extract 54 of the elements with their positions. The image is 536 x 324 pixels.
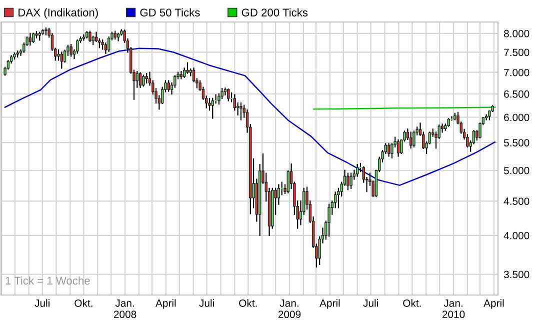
legend-label: GD 200 Ticks	[242, 8, 308, 16]
candlestick	[396, 139, 400, 157]
candlestick	[208, 98, 211, 111]
candlestick	[70, 44, 72, 57]
y-tick-label: 7.000	[504, 68, 530, 76]
y-tick-label: 5.500	[504, 139, 530, 146]
x-tick-label: Juli	[199, 299, 214, 307]
x-tick-label: Jan. 2009	[278, 300, 301, 318]
y-tick-label: 6.000	[504, 114, 530, 122]
y-tick-label: 4.500	[504, 198, 530, 205]
y-tick-label: 3.500	[504, 270, 530, 278]
y-tick-label: 8.000	[504, 30, 530, 38]
y-tick-label: 4.000	[504, 232, 530, 240]
x-tick-label: April	[320, 299, 340, 309]
candlestick	[328, 204, 330, 237]
annotation: 1 Tick = 1 Woche	[6, 276, 90, 285]
y-tick-label: 6.500	[504, 90, 530, 98]
candlestick	[224, 88, 227, 96]
candlestick	[88, 30, 92, 42]
candlestick	[412, 130, 416, 148]
candlestick	[186, 62, 189, 74]
candlestick	[57, 49, 60, 61]
candlestick	[240, 102, 242, 120]
candlestick	[346, 172, 350, 190]
candlestick	[180, 70, 183, 80]
candlestick	[138, 72, 142, 88]
x-tick-label: Okt.	[403, 299, 421, 307]
y-tick-label: 7.500	[504, 48, 530, 56]
x-tick-label: April	[484, 299, 504, 309]
candlestick	[101, 40, 104, 50]
candlestick	[145, 73, 148, 84]
x-tick-label: Jan. 2008	[114, 300, 136, 318]
candlestick	[116, 32, 120, 42]
line-series	[4, 48, 496, 186]
candlestick	[28, 32, 32, 46]
legend-label: GD 50 Ticks	[140, 8, 200, 16]
candlestick	[350, 172, 352, 189]
candlestick	[60, 52, 64, 69]
x-tick-label: Okt.	[74, 299, 92, 307]
x-tick-label: April	[156, 299, 176, 309]
candlestick	[227, 88, 230, 102]
candlestick	[136, 70, 139, 88]
candlestick	[356, 164, 359, 177]
x-tick-label: Juli	[363, 299, 378, 307]
candlestick	[387, 143, 390, 157]
x-tick-label: Juli	[34, 299, 50, 307]
legend-label: DAX (Indikation)	[18, 8, 98, 19]
x-tick-label: Jan. 2010	[442, 300, 465, 318]
x-tick-label: Okt.	[239, 299, 257, 307]
y-tick-label: 5.000	[504, 166, 530, 174]
candlestick	[236, 102, 240, 116]
candlestick	[167, 80, 170, 92]
candlestick	[142, 74, 145, 87]
candlestick	[409, 132, 412, 149]
